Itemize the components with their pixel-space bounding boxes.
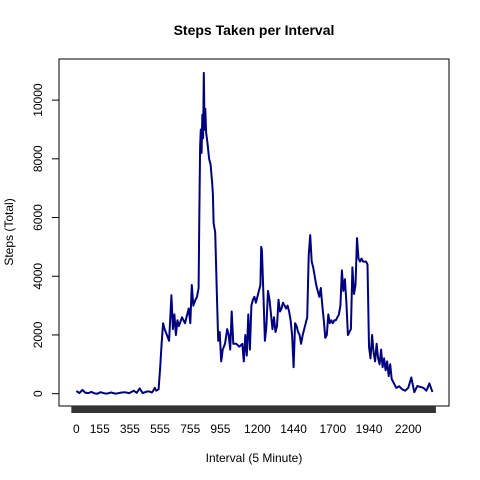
chart-title: Steps Taken per Interval [174,22,335,38]
x-tick-mark [86,406,97,413]
x-tick-mark [395,406,406,413]
x-tick-mark [101,406,112,413]
x-tick-label: 555 [150,422,170,436]
x-tick-mark [259,406,270,413]
x-tick-mark [207,406,218,413]
x-tick-mark [244,406,255,413]
x-tick-mark [199,406,210,413]
x-tick-mark [214,406,225,413]
x-tick-mark [327,406,338,413]
y-axis: 0 2000 4000 6000 8000 10000 [31,83,60,397]
x-tick-mark [282,406,293,413]
x-tick-mark [350,406,361,413]
y-tick-label: 8000 [31,145,45,172]
x-tick-mark [146,406,157,413]
x-tick-mark [312,406,323,413]
x-tick-mark [335,406,346,413]
x-tick-label: 1700 [319,422,346,436]
y-tick-label: 6000 [31,204,45,231]
x-tick-mark [184,406,195,413]
x-tick-mark [418,406,429,413]
x-tick-mark [388,406,399,413]
x-tick-mark [229,406,240,413]
x-tick-mark [169,406,180,413]
x-tick-mark [78,406,89,413]
x-tick-mark [267,406,278,413]
x-tick-mark [139,406,150,413]
y-axis-label: Steps (Total) [2,198,16,265]
series-line [75,71,434,395]
x-tick-label: 755 [180,422,200,436]
x-tick-mark [252,406,263,413]
x-tick-mark [154,406,165,413]
x-tick-mark [93,406,104,413]
x-tick-mark [403,406,414,413]
x-tick-mark [71,406,82,413]
x-tick-mark [425,406,436,413]
x-tick-label: 2200 [395,422,422,436]
plot-frame [58,58,450,407]
x-axis-label: Interval (5 Minute) [206,451,303,465]
x-tick-label: 355 [120,422,140,436]
x-tick-mark [365,406,376,413]
x-tick-mark [358,406,369,413]
y-tick-label: 0 [31,390,45,397]
x-tick-mark [320,406,331,413]
x-tick-mark [131,406,142,413]
x-tick-mark [380,406,391,413]
x-tick-label: 1200 [244,422,271,436]
y-tick-label: 10000 [31,83,45,117]
x-tick-label: 1440 [280,422,307,436]
x-tick-mark [237,406,248,413]
x-tick-mark [342,406,353,413]
y-tick-label: 4000 [31,263,45,290]
x-tick-label: 955 [210,422,230,436]
x-tick-mark [222,406,233,413]
x-tick-label: 1940 [356,422,383,436]
x-tick-mark [176,406,187,413]
x-tick-mark [192,406,203,413]
x-tick-label: 0 [73,422,80,436]
y-tick-label: 2000 [31,321,45,348]
x-tick-mark [116,406,127,413]
x-axis: 0 155 355 555 755 955 1200 1440 1700 1940 2200 [71,406,436,436]
x-tick-mark [161,406,172,413]
x-tick-mark [373,406,384,413]
x-tick-mark [410,406,421,413]
x-tick-mark [290,406,301,413]
x-tick-mark [297,406,308,413]
series-group [75,71,434,395]
x-tick-mark [109,406,120,413]
x-tick-label: 155 [90,422,110,436]
x-tick-mark [305,406,316,413]
x-tick-mark [275,406,286,413]
x-tick-mark [124,406,135,413]
